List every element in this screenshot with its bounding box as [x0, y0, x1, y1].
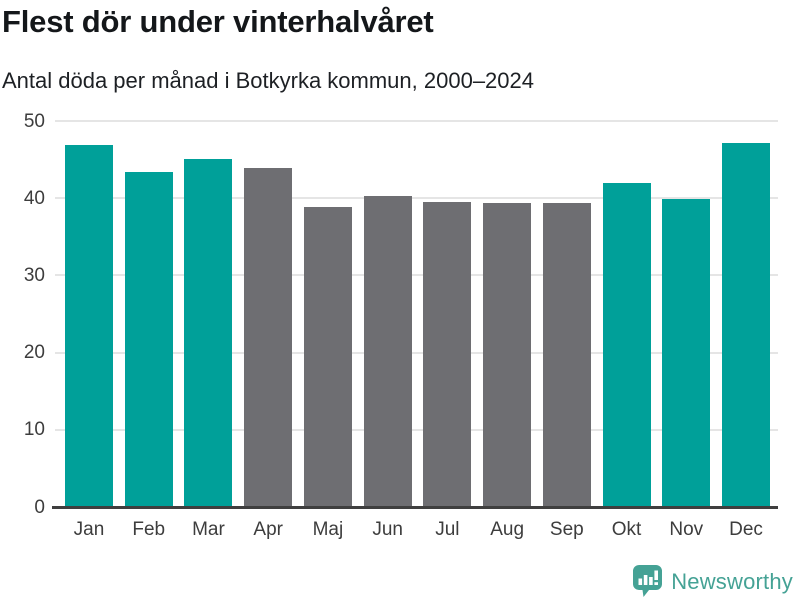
gridline-y-40	[55, 197, 778, 200]
y-tick-label-0: 0	[34, 496, 45, 518]
x-tick-label-sep: Sep	[549, 519, 584, 540]
bar-feb	[124, 171, 173, 507]
bar-jan	[65, 144, 113, 507]
bar-okt	[602, 182, 651, 507]
newsworthy-brand-text: Newsworthy	[671, 568, 793, 594]
x-tick-label-okt: Okt	[611, 519, 642, 540]
bar-mar	[184, 158, 233, 507]
y-tick-label-50: 50	[23, 110, 45, 132]
x-tick-label-jan: Jan	[73, 519, 105, 540]
gridline-y-10	[55, 428, 778, 431]
bar-maj	[303, 207, 352, 507]
bar-jun	[363, 195, 412, 507]
bar-jul	[423, 202, 472, 507]
y-tick-label-40: 40	[23, 187, 45, 209]
newsworthy-logo: Newsworthy	[633, 565, 793, 598]
x-tick-label-jul: Jul	[435, 519, 460, 540]
gridline-y-50	[55, 120, 778, 122]
y-tick-label-20: 20	[23, 342, 45, 364]
bar-dec	[722, 142, 771, 507]
x-tick-label-aug: Aug	[490, 519, 525, 540]
bar-aug	[483, 202, 532, 507]
x-axis-line	[52, 506, 778, 509]
bar-nov	[662, 198, 711, 507]
y-tick-label-30: 30	[23, 264, 45, 286]
x-tick-label-nov: Nov	[669, 519, 704, 540]
gridline-y-30	[55, 274, 778, 277]
x-tick-label-maj: Maj	[312, 519, 344, 540]
x-tick-label-mar: Mar	[192, 519, 225, 540]
y-tick-label-10: 10	[23, 419, 45, 441]
chart-subtitle: Antal döda per månad i Botkyrka kommun, …	[2, 68, 534, 93]
x-tick-label-apr: Apr	[253, 519, 283, 540]
gridline-y-20	[55, 351, 778, 354]
chart-title: Flest dör under vinterhalvåret	[2, 4, 434, 39]
x-tick-label-feb: Feb	[132, 519, 166, 540]
bar-chart-speech-bubble-icon	[633, 565, 663, 597]
x-tick-label-jun: Jun	[372, 519, 403, 540]
bar-apr	[244, 168, 293, 507]
bar-sep	[542, 202, 591, 507]
x-tick-label-dec: Dec	[729, 519, 763, 540]
